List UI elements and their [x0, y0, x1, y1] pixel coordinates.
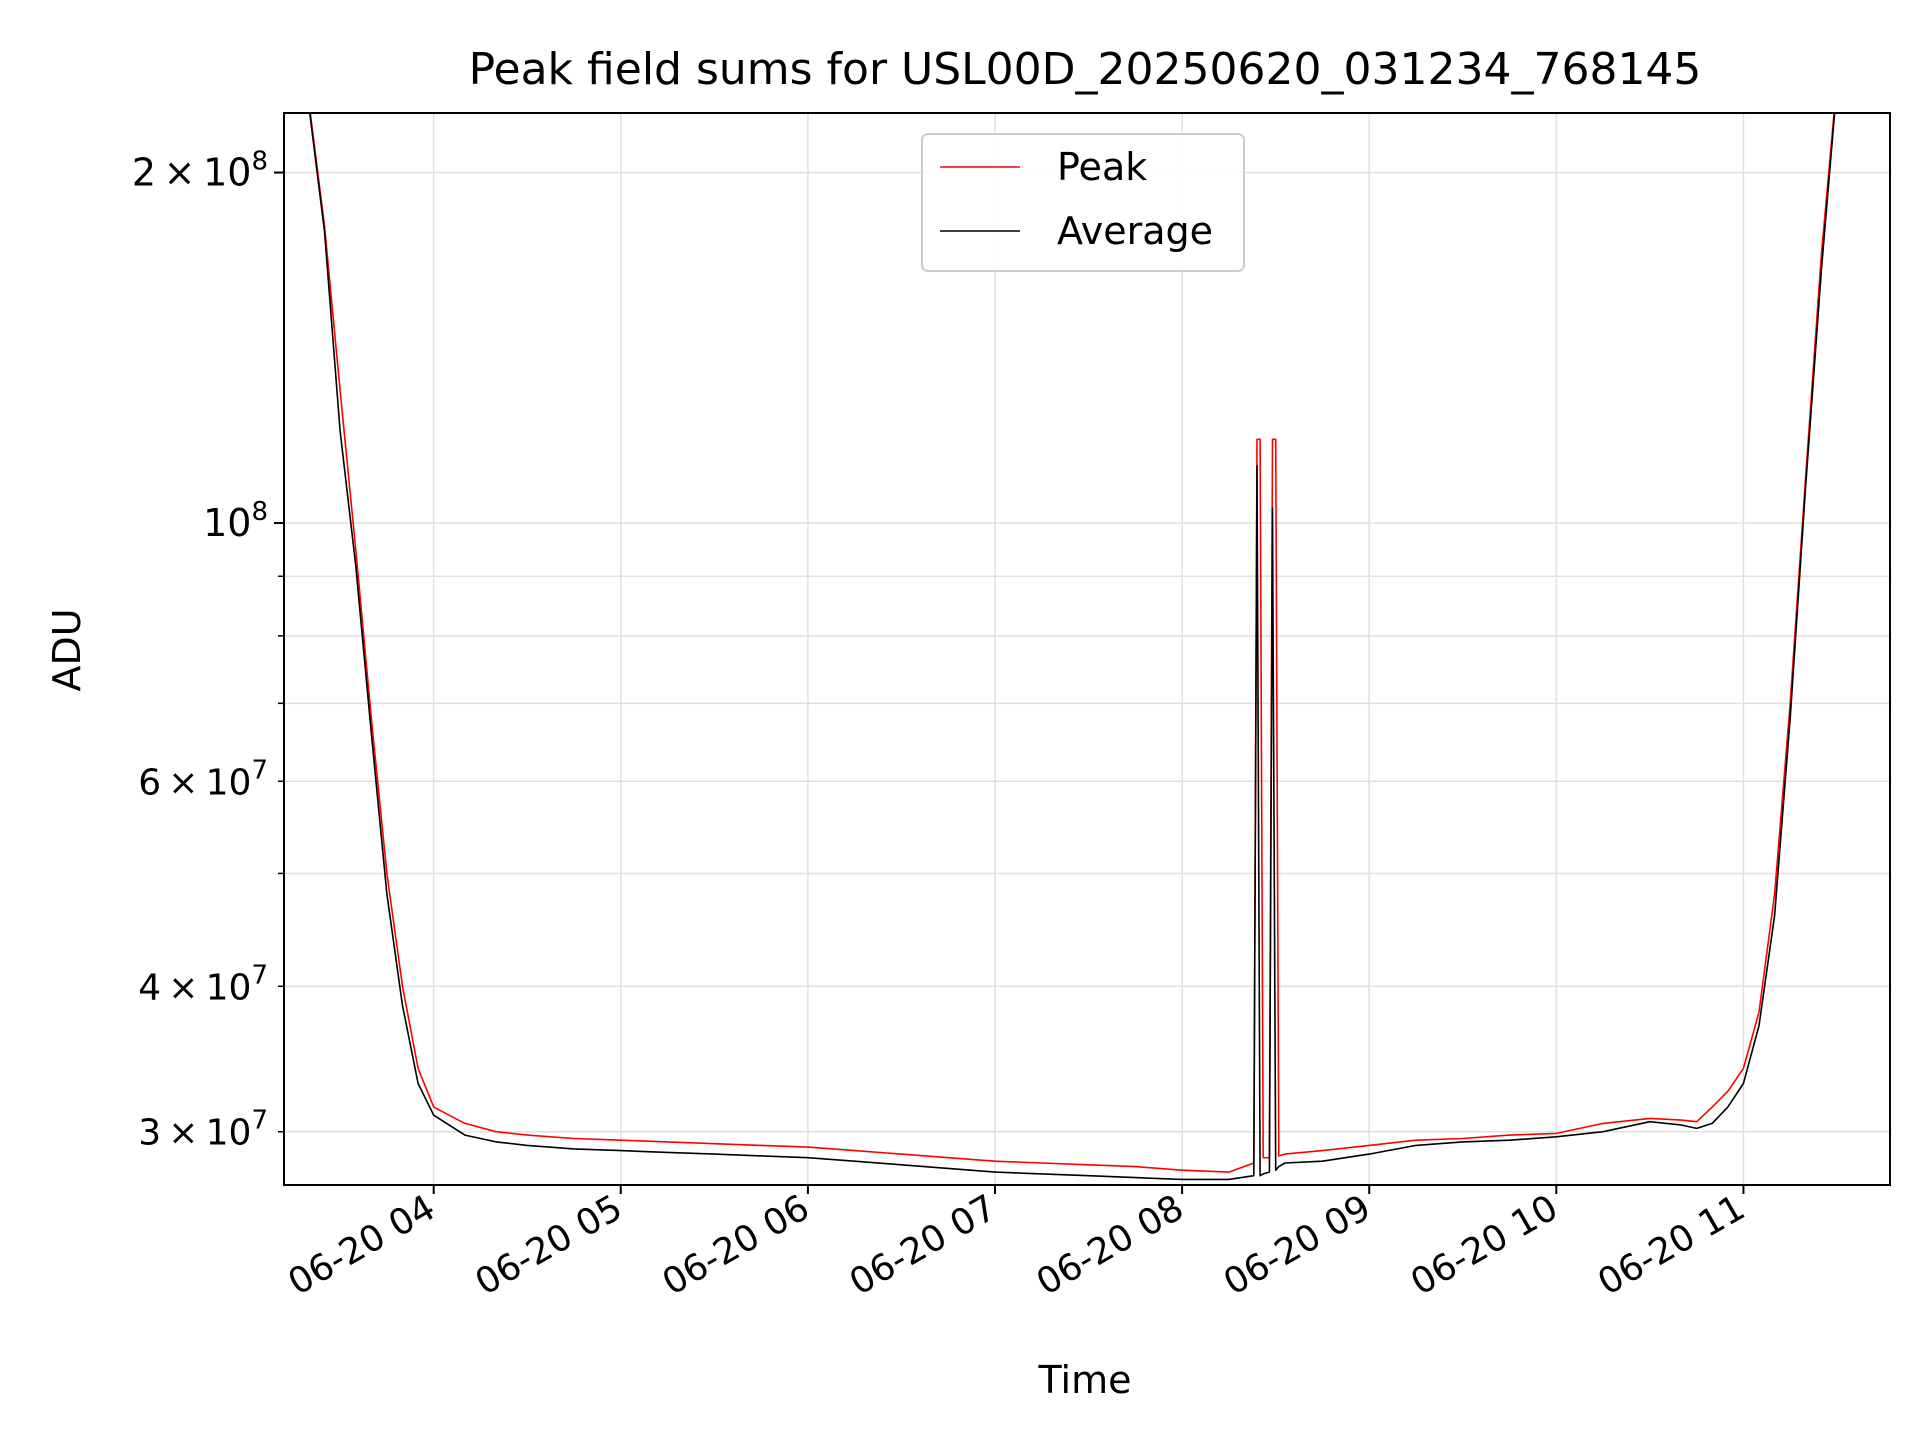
- x-axis-label: Time: [1038, 1358, 1132, 1402]
- y-tick-label: 6 × 107: [138, 755, 268, 803]
- y-tick-label: 2 × 108: [132, 147, 268, 195]
- legend-label-average: Average: [1057, 209, 1213, 253]
- y-tick-label: 3 × 107: [138, 1106, 268, 1154]
- y-tick-label: 108: [203, 497, 268, 545]
- series-lines: [308, 113, 1836, 1181]
- legend: Peak Average: [921, 133, 1245, 272]
- y-axis-ticks: 108 2 × 108 3 × 107 4 × 107 6 × 107: [132, 147, 284, 1154]
- legend-box: [921, 133, 1245, 272]
- chart-title: Peak field sums for USL00D_20250620_0312…: [469, 44, 1702, 95]
- legend-label-peak: Peak: [1057, 145, 1147, 189]
- series-line-average: [308, 113, 1836, 1181]
- plot-frame: [283, 112, 1891, 1186]
- y-axis-label: ADU: [45, 608, 89, 691]
- y-tick-label: 4 × 107: [138, 960, 268, 1008]
